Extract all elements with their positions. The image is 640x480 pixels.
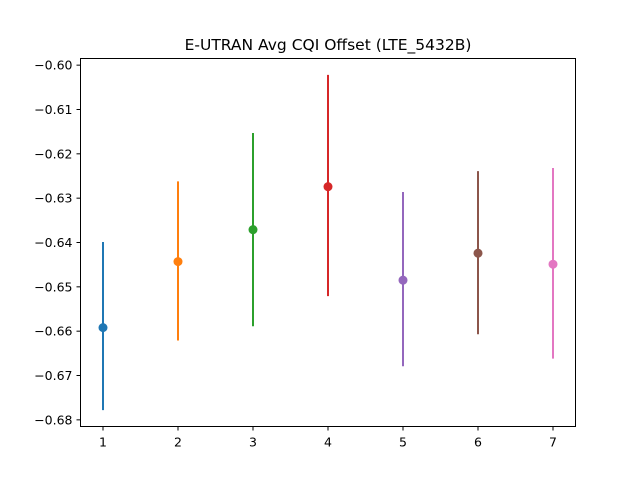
data-point-4 (323, 182, 333, 192)
y-tick-label-5: −0.64 (34, 235, 72, 250)
data-marks (98, 74, 558, 411)
y-tick-label-9: −0.60 (34, 58, 72, 73)
y-tick-label-7: −0.62 (34, 146, 72, 161)
data-point-6 (473, 248, 483, 258)
plot-frame (80, 58, 576, 427)
y-axis: −0.68 −0.67 −0.66 −0.65 −0.64 −0.63 −0.62 −0.61… (34, 58, 81, 427)
x-tick-label-2: 2 (174, 435, 182, 450)
y-tick-label-6: −0.63 (34, 191, 72, 206)
data-point-3 (248, 225, 258, 235)
x-tick-label-4: 4 (324, 435, 332, 450)
x-tick-label-1: 1 (99, 435, 107, 450)
y-tick-label-1: −0.68 (34, 412, 72, 427)
y-tick-label-4: −0.65 (34, 279, 72, 294)
data-point-5 (398, 275, 408, 285)
y-tick-label-3: −0.66 (34, 324, 72, 339)
data-point-2 (173, 257, 183, 267)
x-tick-label-7: 7 (549, 435, 557, 450)
x-axis: 1 2 3 4 5 6 7 (99, 426, 557, 450)
x-tick-label-3: 3 (249, 435, 257, 450)
y-tick-label-8: −0.61 (34, 102, 72, 117)
chart-title: E-UTRAN Avg CQI Offset (LTE_5432B) (185, 36, 472, 55)
data-point-7 (548, 259, 558, 269)
y-tick-label-2: −0.67 (34, 368, 72, 383)
x-tick-label-6: 6 (474, 435, 482, 450)
data-point-1 (98, 323, 108, 333)
x-tick-label-5: 5 (399, 435, 407, 450)
